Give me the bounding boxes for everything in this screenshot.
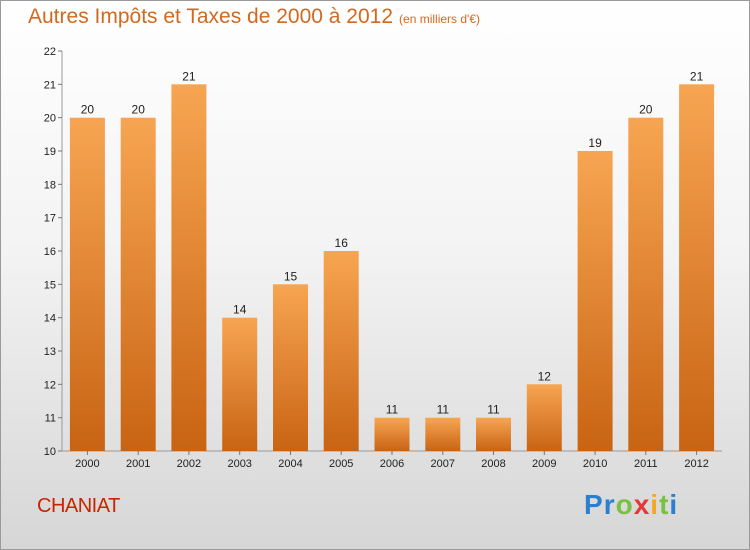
value-label-2012: 21 [690,69,704,83]
x-tick-label-2007: 2007 [431,458,455,470]
value-label-2001: 20 [132,103,146,117]
logo-letter: x [633,489,651,520]
bar-2011 [628,117,664,451]
x-tick-label-2000: 2000 [75,458,99,470]
x-tick-label-2002: 2002 [177,458,201,470]
y-tick-label: 18 [44,179,56,191]
value-label-2011: 20 [639,103,653,117]
value-label-2009: 12 [538,369,552,383]
logo-letter: o [615,489,634,520]
bar-2002 [171,84,207,452]
bar-2008 [476,417,511,451]
x-tick-label-2004: 2004 [278,458,302,470]
chart-title-text: Autres Impôts et Taxes de 2000 à 2012 [28,5,394,28]
value-label-2006: 11 [386,403,399,417]
bar-2012 [679,84,715,452]
logo-letter: r [603,489,616,520]
unit-label: (en milliers d'€) [399,12,481,26]
chart-bars: 20 20 21 14 15 16 11 11 11 12 19 20 21 [69,69,715,452]
value-label-2002: 21 [182,69,196,83]
bar-2009 [526,384,562,451]
y-tick-label: 10 [44,446,56,458]
y-tick-label: 16 [44,246,56,258]
x-tick-label-2003: 2003 [227,458,251,470]
logo-letter: t [659,489,670,520]
bar-2003 [222,317,258,451]
bar-2001 [120,117,156,451]
value-label-2004: 15 [284,269,298,283]
y-tick-label: 20 [44,113,56,125]
value-label-2007: 11 [437,403,450,417]
value-label-2010: 19 [588,136,602,150]
bar-2006 [374,417,410,451]
y-tick-label: 13 [44,346,56,358]
bar-2004 [273,284,308,451]
y-tick-label: 12 [44,379,56,391]
commune-name: CHANIAT [37,495,120,517]
x-tick-label-2008: 2008 [481,458,505,470]
y-tick-label: 14 [44,313,56,325]
bar-2007 [425,417,461,451]
x-tick-label-2012: 2012 [684,458,708,470]
value-label-2008: 11 [487,403,500,417]
logo-letter: i [650,489,660,520]
bar-2005 [323,251,359,451]
bar-2010 [577,151,613,451]
y-tick-label: 11 [45,413,56,425]
y-tick-label: 21 [44,79,56,91]
value-label-2005: 16 [335,236,349,250]
logo-letter: i [669,489,679,520]
value-label-2000: 20 [81,103,95,117]
x-tick-label-2010: 2010 [583,458,607,470]
y-tick-label: 15 [44,279,56,291]
y-tick-label: 22 [44,46,56,58]
x-tick-label-2009: 2009 [532,458,556,470]
chart-title: Autres Impôts et Taxes de 2000 à 2012 (en… [28,5,480,29]
x-tick-label-2005: 2005 [329,458,353,470]
x-tick-label-2001: 2001 [126,458,150,470]
bar-2000 [69,117,105,451]
y-tick-label: 19 [44,146,56,158]
proxiti-logo[interactable]: Proxiti [584,489,678,521]
logo-letter: P [584,489,604,520]
value-label-2003: 14 [233,303,247,317]
x-tick-label-2006: 2006 [380,458,404,470]
y-tick-label: 17 [44,213,56,225]
x-tick-label-2011: 2011 [634,458,658,470]
